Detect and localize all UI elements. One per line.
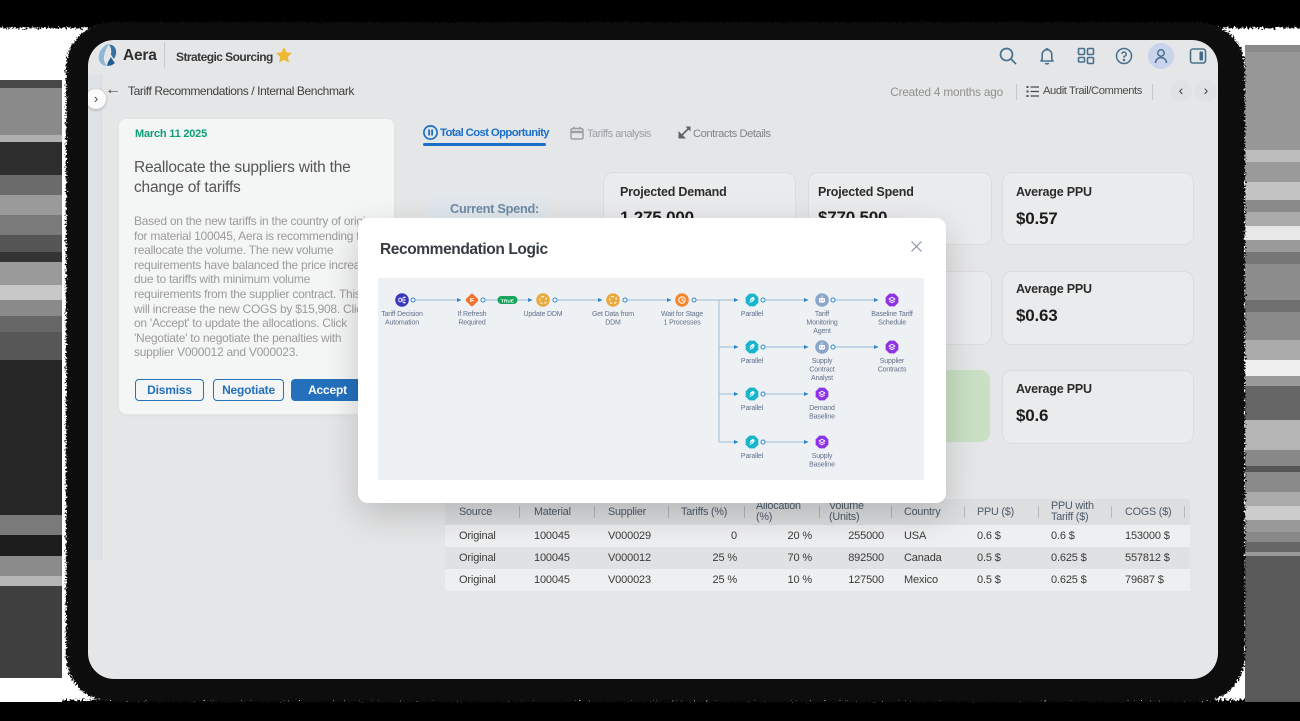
svg-text:Baseline Tariff: Baseline Tariff [871,311,913,318]
svg-text:Monitoring: Monitoring [806,320,837,327]
svg-text:Analyst: Analyst [811,375,833,382]
svg-text:Contracts: Contracts [878,367,907,374]
svg-text:1 Processes: 1 Processes [664,320,702,327]
svg-text:DDM: DDM [605,320,621,327]
svg-text:Parallel: Parallel [741,405,764,412]
svg-text:If Refresh: If Refresh [458,311,487,318]
svg-text:Parallel: Parallel [741,311,764,318]
svg-text:Tariff Decision: Tariff Decision [381,311,423,318]
svg-text:Contract: Contract [809,367,834,374]
svg-text:Tariff: Tariff [815,311,829,318]
svg-text:Get Data from: Get Data from [592,311,634,318]
svg-text:Required: Required [458,320,485,327]
svg-text:Update DDM: Update DDM [524,311,563,318]
svg-text:Supply: Supply [812,358,833,365]
svg-text:Demand: Demand [809,405,835,412]
svg-text:Baseline: Baseline [809,414,835,421]
svg-text:Automation: Automation [385,320,419,327]
svg-text:Parallel: Parallel [741,358,764,365]
svg-text:Supplier: Supplier [880,358,905,365]
svg-text:Parallel: Parallel [741,453,764,460]
svg-text:Supply: Supply [812,453,833,460]
svg-text:Schedule: Schedule [878,320,906,327]
svg-text:IF: IF [470,298,475,304]
svg-text:Agent: Agent [813,328,831,335]
svg-text:Wait for Stage: Wait for Stage [661,311,703,318]
svg-text:TRUE: TRUE [501,299,514,304]
svg-text:Baseline: Baseline [809,462,835,469]
